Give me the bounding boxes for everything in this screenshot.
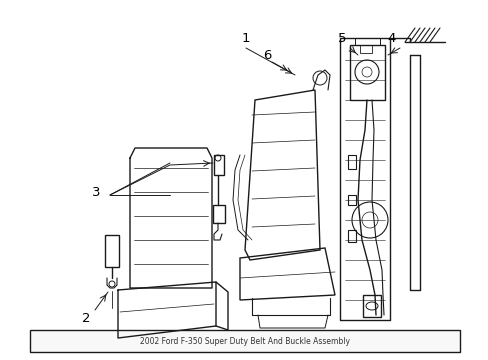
- Text: 1: 1: [241, 32, 250, 45]
- Text: 3: 3: [92, 185, 100, 198]
- Bar: [213, 205, 224, 223]
- Text: 5: 5: [337, 32, 346, 45]
- Text: 6: 6: [262, 49, 271, 62]
- Bar: [347, 195, 355, 205]
- Bar: [359, 45, 371, 53]
- Bar: [362, 295, 380, 317]
- Text: 4: 4: [387, 32, 395, 45]
- Bar: [347, 230, 355, 242]
- Bar: [214, 155, 224, 175]
- Bar: [347, 155, 355, 169]
- Text: 2002 Ford F-350 Super Duty Belt And Buckle Assembly: 2002 Ford F-350 Super Duty Belt And Buck…: [140, 337, 349, 346]
- Bar: [349, 45, 384, 100]
- Bar: [105, 235, 119, 267]
- Bar: [30, 330, 459, 352]
- Text: 2: 2: [81, 311, 90, 324]
